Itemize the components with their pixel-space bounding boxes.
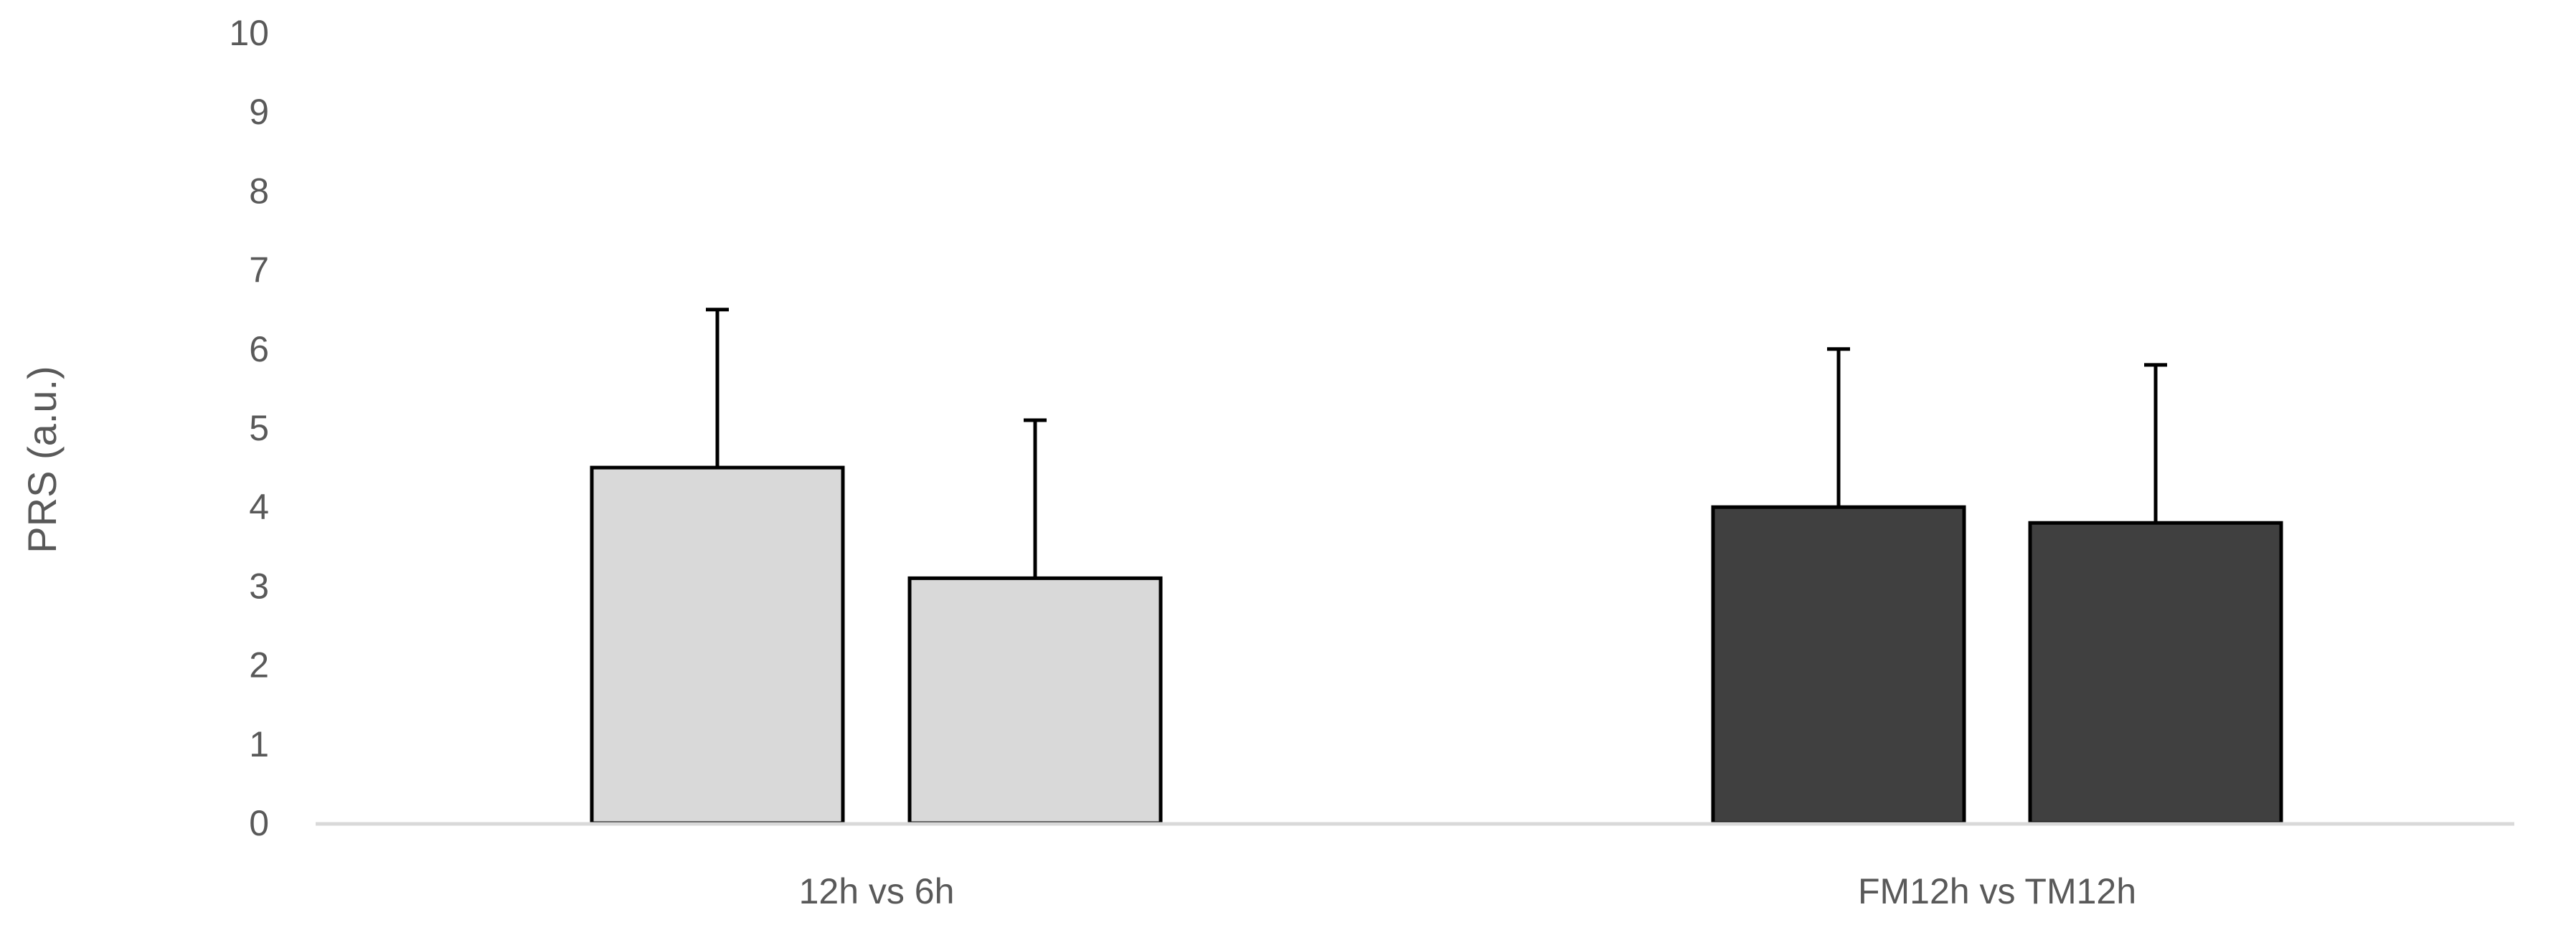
y-tick-label: 6 — [249, 329, 269, 369]
y-tick-label: 3 — [249, 566, 269, 606]
y-axis-ticks: 0 1 2 3 4 5 6 7 8 9 10 — [229, 13, 269, 843]
y-axis-title: PRS (a.u.) — [19, 366, 65, 553]
y-tick-label: 4 — [249, 487, 269, 527]
category-labels: 12h vs 6h FM12h vs TM12h — [799, 871, 2136, 911]
bar — [907, 576, 1163, 825]
bars — [590, 465, 2283, 825]
y-tick-label: 5 — [249, 408, 269, 448]
y-tick-label: 9 — [249, 92, 269, 132]
category-label: 12h vs 6h — [799, 871, 955, 911]
y-tick-label: 7 — [249, 250, 269, 290]
y-tick-label: 0 — [249, 803, 269, 843]
error-bars — [706, 308, 2167, 579]
bar — [1711, 505, 1966, 825]
bar — [590, 465, 845, 825]
y-tick-label: 2 — [249, 645, 269, 686]
y-tick-label: 1 — [249, 724, 269, 764]
bar — [2028, 521, 2283, 825]
y-tick-label: 10 — [229, 13, 269, 53]
category-label: FM12h vs TM12h — [1858, 871, 2136, 911]
y-tick-label: 8 — [249, 171, 269, 211]
